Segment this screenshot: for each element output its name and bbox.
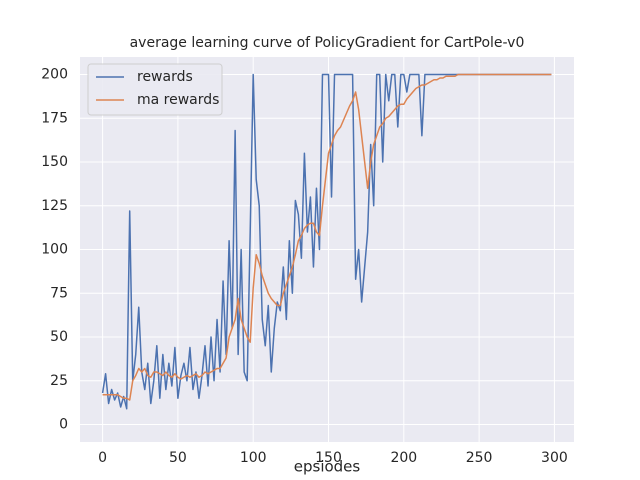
- x-tick-label: 200: [390, 450, 417, 466]
- legend-label: ma rewards: [137, 92, 219, 108]
- y-tick-label: 75: [50, 285, 68, 301]
- x-tick-label: 300: [541, 450, 568, 466]
- y-tick-label: 25: [50, 373, 68, 389]
- y-tick-label: 175: [41, 110, 68, 126]
- x-tick-label: 0: [98, 450, 107, 466]
- x-tick-label: 100: [240, 450, 267, 466]
- y-tick-label: 100: [41, 242, 68, 258]
- y-tick-label: 50: [50, 329, 68, 345]
- x-tick-label: 150: [315, 450, 342, 466]
- x-axis-label: epsiodes: [294, 458, 361, 476]
- y-tick-label: 125: [41, 198, 68, 214]
- y-tick-label: 200: [41, 67, 68, 83]
- series-line: [102, 73, 552, 401]
- chart-title: average learning curve of PolicyGradient…: [130, 35, 525, 51]
- y-tick-label: 150: [41, 154, 68, 170]
- x-tick-label: 250: [466, 450, 493, 466]
- x-tick-label: 50: [169, 450, 187, 466]
- legend-label: rewards: [137, 69, 193, 85]
- y-tick-label: 0: [59, 417, 68, 433]
